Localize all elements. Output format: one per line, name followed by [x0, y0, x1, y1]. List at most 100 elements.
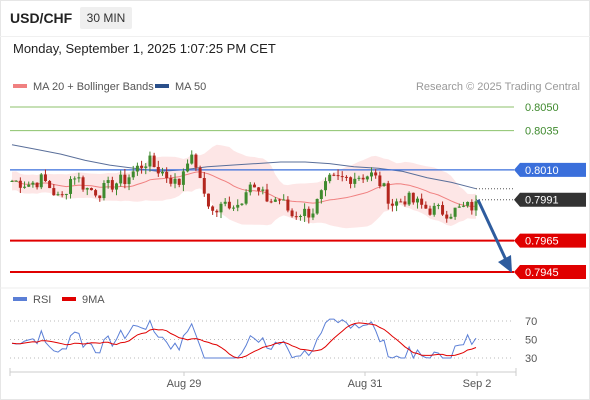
candle-body	[282, 199, 286, 201]
copyright-text: Research © 2025 Trading Central	[416, 81, 580, 93]
candle-body	[98, 195, 102, 199]
level-0-7965-tag	[514, 233, 586, 248]
interval-button[interactable]: 30 MIN	[80, 7, 132, 29]
candle-body	[94, 190, 98, 196]
candle-body	[60, 194, 64, 196]
candle-body	[173, 178, 177, 184]
candle-body	[340, 176, 344, 178]
ma20-line	[11, 171, 477, 207]
candle-body	[23, 186, 27, 188]
candle-body	[353, 178, 357, 184]
candle-body	[14, 180, 18, 182]
candle-body	[369, 172, 373, 177]
candle-body	[311, 213, 315, 218]
candle-body	[403, 201, 407, 205]
legend-label-bollinger: MA 20 + Bollinger Bands	[33, 81, 154, 93]
candle-body	[319, 190, 323, 199]
candle-body	[232, 207, 236, 209]
candle-body	[135, 165, 139, 172]
legend-label-ma50: MA 50	[175, 81, 206, 93]
candle-body	[102, 183, 106, 199]
candle-body	[160, 171, 164, 174]
rsi-tick-30: 30	[525, 353, 537, 365]
candle-body	[248, 184, 252, 193]
candle-body	[35, 182, 39, 188]
candle-body	[332, 174, 336, 176]
candle-body	[181, 171, 185, 185]
candle-body	[273, 199, 277, 202]
candle-body	[449, 216, 453, 219]
candle-body	[148, 155, 152, 167]
candle-body	[39, 174, 43, 188]
level-0-7945-tag	[514, 265, 586, 279]
bollinger-band-area	[12, 144, 476, 229]
legend-swatch-bollinger	[13, 84, 27, 88]
legend-label-9ma: 9MA	[82, 294, 105, 306]
candle-body	[236, 204, 240, 208]
candle-body	[215, 210, 219, 213]
candle-body	[261, 189, 265, 191]
level-0-8035-label: 0.8035	[525, 126, 559, 138]
x-tick-label: Aug 31	[348, 378, 383, 390]
x-tick-label: Aug 29	[167, 378, 202, 390]
candle-body	[56, 194, 60, 196]
top-bar: USD/CHF 30 MIN	[0, 0, 590, 37]
rsi-9ma-line	[11, 322, 477, 359]
rsi-line	[11, 318, 477, 360]
candle-body	[252, 184, 256, 188]
datetime-label: Monday, September 1, 2025 1:07:25 PM CET	[13, 41, 276, 56]
candle-body	[307, 208, 311, 218]
candle-body	[244, 192, 248, 204]
candle-body	[257, 187, 261, 191]
candle-body	[81, 177, 85, 190]
candle-body	[328, 174, 332, 182]
candle-body	[165, 171, 169, 179]
candle-body	[110, 180, 114, 190]
candle-body	[43, 174, 47, 182]
candle-body	[156, 166, 160, 174]
candle-body	[48, 181, 52, 189]
candle-body	[407, 192, 411, 205]
candle-body	[223, 201, 227, 204]
candle-body	[395, 201, 399, 206]
candle-body	[69, 178, 73, 194]
candle-body	[194, 154, 198, 168]
candle-body	[474, 201, 478, 211]
candle-body	[169, 178, 173, 184]
rsi-tick-70: 70	[525, 316, 537, 328]
legend-swatch-ma50	[155, 84, 169, 88]
candle-body	[365, 176, 369, 180]
candle-body	[177, 178, 181, 185]
candle-body	[265, 189, 269, 202]
candle-body	[219, 203, 223, 213]
candle-body	[424, 204, 428, 209]
candle-body	[374, 172, 378, 176]
candle-body	[470, 201, 474, 211]
symbol-title: USD/CHF	[10, 10, 73, 26]
candle-body	[415, 198, 419, 203]
candle-body	[315, 198, 319, 214]
candle-body	[294, 216, 298, 218]
candle-body	[89, 188, 93, 191]
forecast-arrow-shaft	[476, 199, 508, 261]
candle-body	[85, 188, 89, 190]
candle-body	[420, 198, 424, 205]
candle-body	[10, 180, 14, 182]
candle-body	[390, 203, 394, 206]
candle-body	[77, 177, 81, 179]
candle-body	[127, 177, 131, 185]
candle-body	[152, 155, 156, 167]
candle-body	[240, 203, 244, 205]
level-0-7965-label: 0.7965	[525, 236, 559, 248]
candle-body	[52, 188, 56, 196]
x-tick-label: Sep 2	[463, 378, 492, 390]
ma50-line	[11, 144, 477, 190]
candle-body	[399, 201, 403, 203]
legend-label-rsi: RSI	[33, 294, 51, 306]
candle-body	[206, 193, 210, 207]
candle-body	[432, 205, 436, 215]
candle-body	[386, 183, 390, 204]
candle-body	[198, 167, 202, 179]
candle-body	[324, 181, 328, 191]
